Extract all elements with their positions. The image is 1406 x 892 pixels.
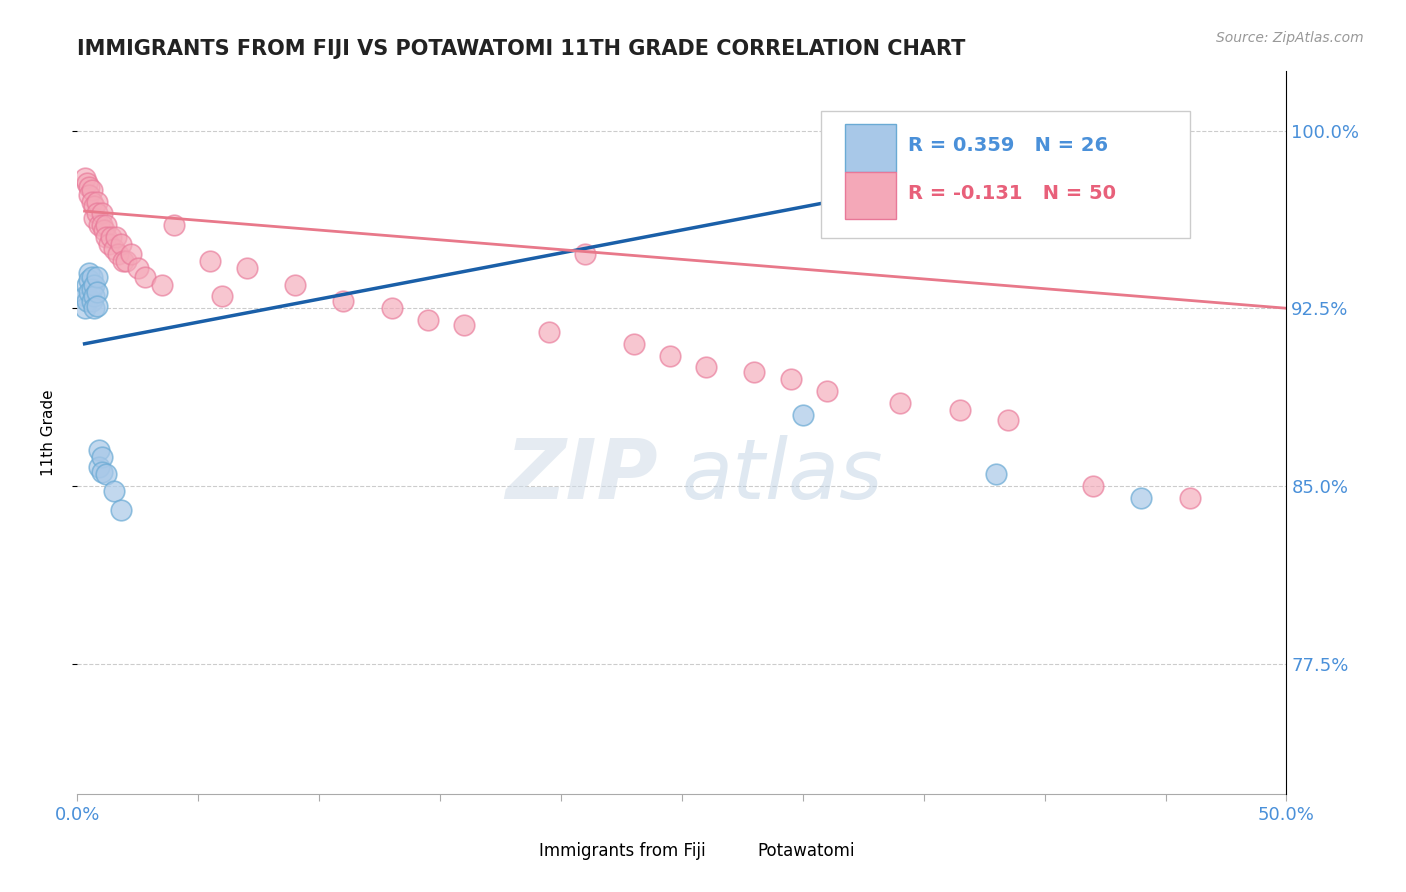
Point — [87, 460, 110, 475]
FancyBboxPatch shape — [845, 172, 896, 219]
Point — [103, 483, 125, 498]
Point — [284, 277, 307, 292]
Point — [112, 253, 135, 268]
Text: R = 0.359   N = 26: R = 0.359 N = 26 — [908, 136, 1108, 155]
Text: IMMIGRANTS FROM FIJI VS POTAWATOMI 11TH GRADE CORRELATION CHART: IMMIGRANTS FROM FIJI VS POTAWATOMI 11TH … — [77, 38, 966, 59]
Point — [453, 318, 475, 332]
Point — [110, 502, 132, 516]
Text: atlas: atlas — [682, 435, 883, 516]
Point — [73, 171, 96, 186]
Point — [1178, 491, 1201, 505]
Point — [83, 277, 105, 292]
Point — [537, 325, 560, 339]
Point — [574, 246, 596, 260]
FancyBboxPatch shape — [506, 841, 533, 861]
Point — [744, 365, 766, 379]
Point — [90, 219, 112, 233]
Point — [79, 180, 101, 194]
Point — [150, 277, 173, 292]
Point — [695, 360, 717, 375]
Point — [86, 285, 108, 299]
Point — [80, 282, 103, 296]
Point — [90, 465, 112, 479]
Point — [96, 230, 118, 244]
Point — [97, 237, 120, 252]
Point — [100, 230, 122, 244]
Point — [79, 273, 101, 287]
Point — [120, 246, 142, 260]
Point — [107, 246, 129, 260]
Point — [211, 289, 233, 303]
Point — [889, 396, 911, 410]
Point — [1081, 479, 1104, 493]
Text: Source: ZipAtlas.com: Source: ZipAtlas.com — [1216, 31, 1364, 45]
Point — [332, 294, 354, 309]
Point — [86, 206, 108, 220]
Point — [997, 412, 1019, 426]
Point — [163, 219, 186, 233]
Point — [83, 211, 105, 226]
Point — [83, 289, 105, 303]
Point — [110, 237, 132, 252]
Point — [103, 242, 125, 256]
Point — [86, 270, 108, 285]
Point — [76, 277, 98, 292]
Point — [416, 313, 439, 327]
Point — [235, 260, 257, 275]
Point — [815, 384, 838, 399]
Text: ZIP: ZIP — [505, 435, 658, 516]
Text: R = -0.131   N = 50: R = -0.131 N = 50 — [908, 184, 1116, 203]
Point — [1130, 491, 1153, 505]
Point — [87, 443, 110, 458]
Point — [80, 194, 103, 209]
Point — [73, 301, 96, 316]
Point — [80, 270, 103, 285]
Point — [86, 299, 108, 313]
Point — [83, 301, 105, 316]
Point — [986, 467, 1008, 481]
Text: Immigrants from Fiji: Immigrants from Fiji — [540, 842, 706, 860]
FancyBboxPatch shape — [845, 124, 896, 172]
Point — [90, 206, 112, 220]
Point — [76, 294, 98, 309]
Point — [79, 187, 101, 202]
Point — [87, 219, 110, 233]
Point — [79, 266, 101, 280]
Point — [80, 294, 103, 309]
Point — [658, 349, 681, 363]
Point — [792, 408, 814, 422]
Point — [779, 372, 801, 386]
Point — [96, 467, 118, 481]
FancyBboxPatch shape — [821, 112, 1189, 237]
Y-axis label: 11th Grade: 11th Grade — [42, 389, 56, 476]
Point — [134, 270, 156, 285]
Point — [96, 219, 118, 233]
Point — [90, 450, 112, 465]
Point — [623, 336, 645, 351]
Point — [76, 176, 98, 190]
Point — [127, 260, 149, 275]
Point — [80, 183, 103, 197]
Point — [381, 301, 404, 316]
Point — [114, 253, 136, 268]
Text: Potawatomi: Potawatomi — [756, 842, 855, 860]
Point — [105, 230, 128, 244]
FancyBboxPatch shape — [724, 841, 751, 861]
Point — [949, 403, 972, 417]
Point — [79, 285, 101, 299]
Point — [83, 199, 105, 213]
Point — [200, 253, 222, 268]
Point — [93, 223, 115, 237]
Point — [73, 289, 96, 303]
Point — [86, 194, 108, 209]
